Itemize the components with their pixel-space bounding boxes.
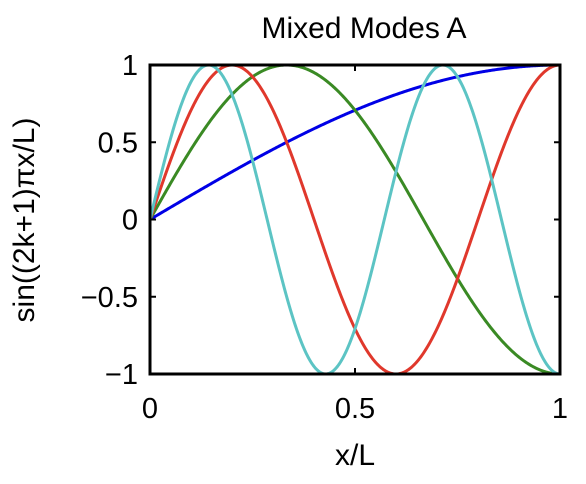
x-axis-label: x/L: [335, 439, 375, 472]
y-tick-label: 0.5: [98, 127, 138, 159]
series-line-k3: [148, 63, 561, 376]
y-axis-label: sin((2k+1)πx/L): [8, 118, 41, 323]
y-tick-label: 0: [122, 205, 138, 237]
chart-title: Mixed Modes A: [261, 12, 466, 45]
y-tick-label: 1: [122, 50, 138, 82]
x-tick-label: 1: [552, 393, 568, 425]
tick-layer: 0 0.5 1 −1 −0.5 0 0.5 1: [81, 50, 568, 425]
series-line-k0: [149, 63, 561, 221]
x-tick-label: 0: [142, 393, 158, 425]
y-tick-label: −0.5: [81, 282, 138, 314]
series-line-k1: [148, 63, 561, 376]
y-tick-label: −1: [105, 359, 138, 391]
x-tick-label: 0.5: [335, 393, 375, 425]
series-layer: [148, 63, 561, 376]
